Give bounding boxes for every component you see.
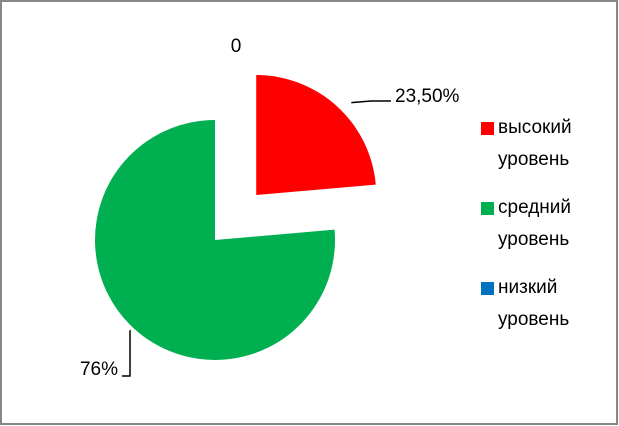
legend-item: низкий уровень [481,272,611,336]
pie-slice [256,75,376,196]
legend-item: средний уровень [481,192,611,256]
legend-label: высокий уровень [498,117,572,170]
legend-swatch [481,202,494,215]
legend-label: средний уровень [498,197,572,250]
legend-item: высокий уровень [481,112,611,176]
legend: высокий уровень средний уровень низкий уро… [481,112,611,352]
legend-label: низкий уровень [498,277,570,330]
legend-swatch [481,282,494,295]
data-label: 23,50% [395,86,460,107]
data-label: 0 [231,36,242,57]
pie-slice [95,120,336,360]
data-label: 76% [80,359,118,380]
leader-line [122,329,131,377]
legend-swatch [481,122,494,135]
leader-line [351,100,391,104]
